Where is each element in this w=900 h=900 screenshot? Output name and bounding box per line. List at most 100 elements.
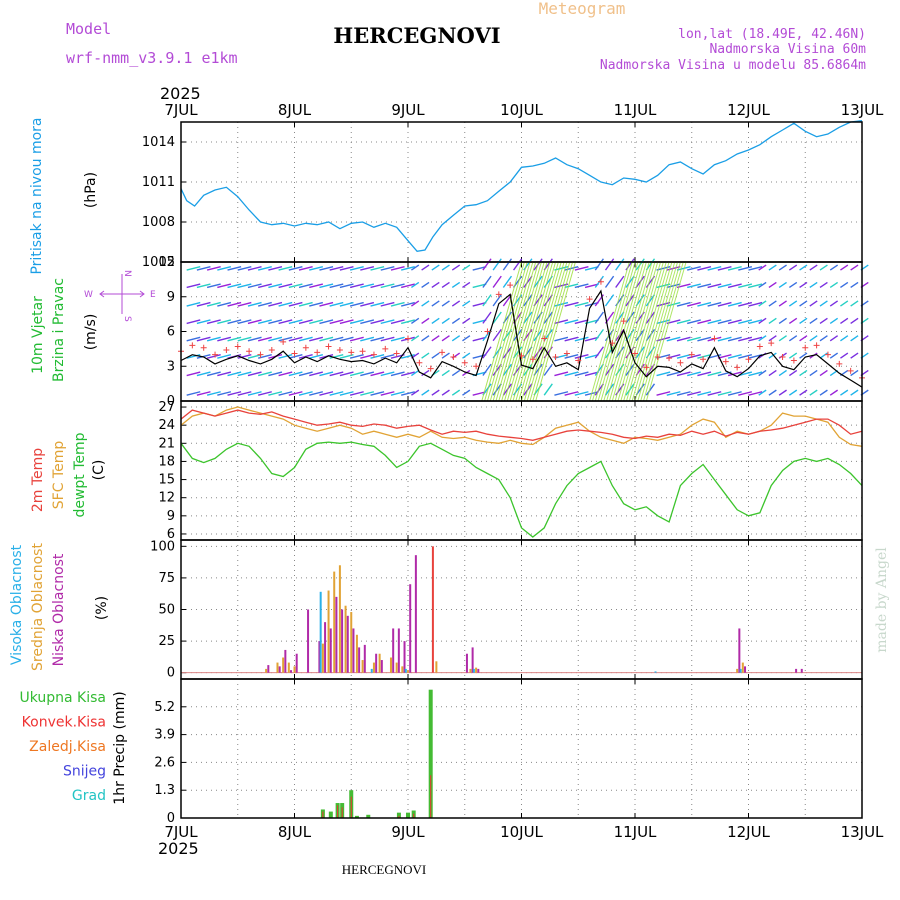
wind-barb xyxy=(380,371,395,377)
wind-barb xyxy=(258,371,272,377)
precip-conv-bar xyxy=(341,807,343,818)
year-top: 2025 xyxy=(160,84,201,103)
wind-barb xyxy=(738,391,753,396)
temp-ytick-label: 27 xyxy=(158,400,175,415)
wind-barb xyxy=(319,371,334,377)
wind-barb xyxy=(676,391,691,396)
wind-barb xyxy=(278,265,293,271)
wind-barb xyxy=(186,391,201,396)
wind-hatch xyxy=(523,261,565,402)
wind-barb xyxy=(829,389,839,396)
wind-barb xyxy=(574,319,589,325)
wind-barb xyxy=(727,283,742,289)
wind-barb xyxy=(206,336,221,342)
wind-gust-marker xyxy=(541,335,548,342)
wind-barb xyxy=(697,371,712,377)
cloud-mid-bar xyxy=(350,612,353,673)
wind-barb xyxy=(196,319,211,325)
wind-barb xyxy=(370,283,385,289)
wind-barb xyxy=(360,319,375,325)
precip-conv-bar xyxy=(398,815,400,818)
wind-barb xyxy=(768,281,777,289)
wind-barb xyxy=(840,281,849,289)
wind-barb xyxy=(451,389,461,396)
wind-barb xyxy=(298,265,313,271)
wind-barb xyxy=(329,301,344,307)
wind-barb xyxy=(451,335,461,342)
temp-label-3: dewpt Temp xyxy=(72,432,88,517)
wind-gust-marker xyxy=(234,343,241,350)
wind-barb xyxy=(748,301,763,307)
wind-gust-marker xyxy=(359,348,366,355)
wind-barb xyxy=(472,353,487,359)
wind-barb xyxy=(462,352,471,359)
wind-barb xyxy=(360,301,375,307)
wind-barb xyxy=(502,275,513,288)
wind-gust-marker xyxy=(711,335,718,342)
wind-barb xyxy=(309,336,323,342)
wind-barb xyxy=(707,353,722,359)
temp-label-2: SFC Temp xyxy=(51,441,67,510)
cloud-mid-bar xyxy=(282,657,285,673)
wind-barb xyxy=(788,335,798,342)
wind-barb xyxy=(360,336,375,342)
wind-barb xyxy=(217,336,232,342)
wind-barb xyxy=(380,319,395,325)
precip-total-bar xyxy=(406,812,410,818)
wind-gust-marker xyxy=(291,350,298,357)
wind-barb xyxy=(656,391,671,396)
wind-barb xyxy=(819,352,828,359)
wind-gust-marker xyxy=(700,356,707,363)
wind-hatch xyxy=(481,261,522,402)
cloud-low-bar xyxy=(738,628,741,673)
wind-barb xyxy=(360,353,375,359)
cloud-mid-bar xyxy=(401,666,404,673)
temp-ytick-label: 6 xyxy=(167,527,175,542)
wind-gust-marker xyxy=(450,353,457,360)
wind-barb xyxy=(594,258,604,271)
wind-barb xyxy=(462,335,471,342)
wind-barb xyxy=(278,301,293,307)
time-label-bottom: 8JUL xyxy=(278,823,312,841)
pressure-ytick-label: 1008 xyxy=(142,215,175,230)
wind-gust-marker xyxy=(370,351,377,358)
wind-barb xyxy=(431,281,440,289)
wind-barb xyxy=(594,346,604,359)
wind-barb xyxy=(512,258,523,271)
wind-barb xyxy=(237,319,252,325)
compass-south: S xyxy=(122,316,132,322)
wind-barb xyxy=(625,275,635,288)
wind-barb xyxy=(278,336,293,342)
cloud-high-bar xyxy=(370,668,373,673)
wind-barb xyxy=(768,317,777,324)
wind-barb xyxy=(584,336,599,342)
cloud-mid-bar xyxy=(355,634,358,673)
wind-barb xyxy=(309,353,323,359)
wind-barb xyxy=(697,319,712,325)
wind-gust-marker xyxy=(790,357,797,364)
wind-barb xyxy=(748,336,763,342)
wind-gust-marker xyxy=(405,335,411,342)
wind-barb xyxy=(615,275,625,288)
wind-barb xyxy=(206,371,221,377)
wind-barb xyxy=(268,301,283,307)
wind-barb xyxy=(799,352,808,359)
wind-barb xyxy=(574,301,589,307)
wind-barb xyxy=(268,391,283,396)
precip-total-bar xyxy=(428,689,433,818)
temp-ytick-label: 9 xyxy=(167,509,175,524)
wind-barb xyxy=(288,391,303,396)
wind-barb xyxy=(329,353,344,359)
cloud-low-bar xyxy=(409,584,412,673)
wind-barb xyxy=(748,265,763,271)
wind-barb xyxy=(227,319,242,325)
time-label-top: 11JUL xyxy=(614,101,657,119)
pressure-label: Pritisak na nivou mora xyxy=(29,117,45,274)
wind-gust-marker xyxy=(722,358,729,365)
wind-barb xyxy=(411,317,420,324)
wind-barb xyxy=(217,283,232,289)
cloud-low-bar xyxy=(318,641,321,673)
wind-barb xyxy=(574,371,589,377)
wind-barb xyxy=(247,301,262,307)
wind-barb xyxy=(687,353,701,359)
